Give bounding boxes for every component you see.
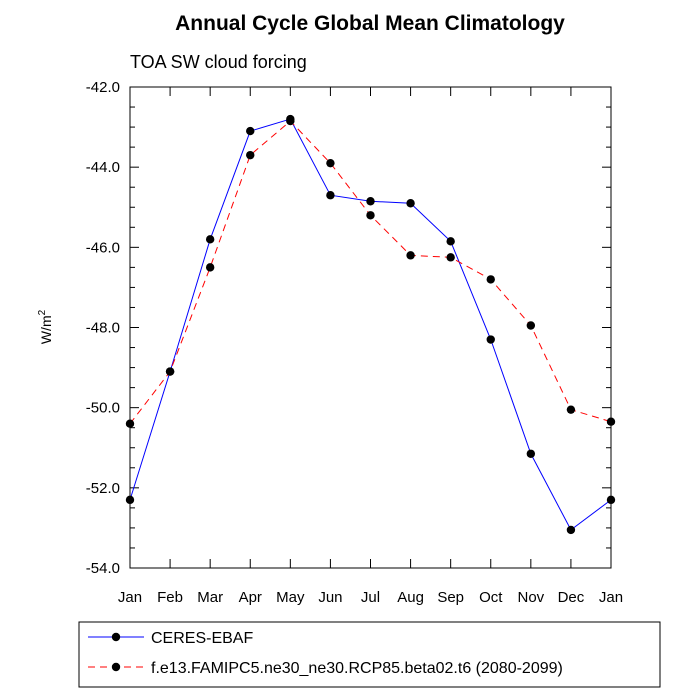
data-point-0-11 [566, 525, 576, 535]
x-tick-label: Sep [437, 589, 464, 606]
y-tick-label: -44.0 [86, 159, 120, 176]
chart-subtitle: TOA SW cloud forcing [130, 52, 307, 72]
series-line-0 [129, 118, 612, 531]
data-point-0-8 [446, 237, 455, 246]
series-line-1 [129, 120, 612, 425]
data-point-0-6 [366, 197, 375, 206]
x-tick-label: Oct [479, 589, 503, 606]
legend-box [78, 621, 661, 688]
data-point-1-4 [286, 116, 295, 126]
legend-label-model: f.e13.FAMIPC5.ne30_ne30.RCP85.beta02.t6 … [151, 660, 563, 677]
x-tick-label: Mar [197, 589, 223, 606]
data-point-1-8 [446, 253, 455, 262]
y-tick-label: -42.0 [86, 79, 120, 96]
x-tick-label: Feb [157, 589, 183, 606]
x-tick-label: May [276, 589, 305, 606]
legend-marker-ceres [111, 632, 121, 642]
axis-ticks [129, 86, 612, 569]
x-tick-label: Jun [318, 589, 342, 606]
x-tick-label: Apr [239, 589, 262, 606]
x-tick-label: Aug [397, 589, 424, 606]
legend-label-ceres: CERES-EBAF [151, 630, 253, 647]
data-point-0-10 [526, 449, 536, 458]
series-layer [125, 114, 616, 535]
y-axis-label-superscript: 2 [37, 309, 48, 315]
y-tick-labels: -42.0 -44.0 -46.0 -48.0 -50.0 -52.0 -54.0 [86, 79, 120, 577]
data-point-1-9 [486, 275, 495, 284]
data-point-1-11 [566, 405, 576, 414]
legend-marker-model [111, 662, 121, 672]
data-point-0-9 [486, 335, 495, 344]
y-tick-label: -46.0 [86, 239, 120, 256]
x-tick-label: Nov [517, 589, 544, 606]
x-tick-label: Jan [118, 589, 142, 606]
data-point-1-5 [326, 158, 335, 168]
plot-frame [129, 86, 612, 569]
y-tick-label: -54.0 [86, 560, 120, 577]
y-axis-label: W/m2 [37, 309, 54, 344]
data-point-1-0 [125, 419, 135, 428]
data-point-0-5 [326, 191, 335, 200]
data-point-0-3 [246, 126, 255, 136]
data-point-0-0 [125, 495, 135, 505]
x-tick-label: Jul [361, 589, 380, 606]
y-tick-label: -52.0 [86, 480, 120, 497]
series-0 [125, 114, 616, 535]
chart-title: Annual Cycle Global Mean Climatology [175, 12, 565, 35]
data-point-1-7 [406, 251, 415, 260]
data-point-0-2 [205, 235, 215, 244]
x-tick-labels: Jan Feb Mar Apr May Jun Jul Aug Sep Oct Nov Dec Jan [118, 589, 623, 606]
data-point-1-12 [606, 417, 616, 426]
y-axis-label-main: W/m [38, 315, 54, 344]
data-point-0-12 [606, 495, 616, 505]
series-1 [125, 116, 616, 428]
y-tick-label: -50.0 [86, 400, 120, 417]
data-point-1-10 [526, 321, 536, 330]
legend: CERES-EBAF f.e13.FAMIPC5.ne30_ne30.RCP85… [88, 630, 563, 677]
data-point-1-3 [246, 150, 255, 160]
data-point-1-1 [165, 367, 175, 376]
data-point-1-6 [366, 211, 375, 220]
x-tick-label: Jan [599, 589, 623, 606]
data-point-1-2 [205, 263, 215, 272]
data-point-0-7 [406, 199, 415, 208]
x-tick-label: Dec [558, 589, 585, 606]
y-tick-label: -48.0 [86, 320, 120, 337]
